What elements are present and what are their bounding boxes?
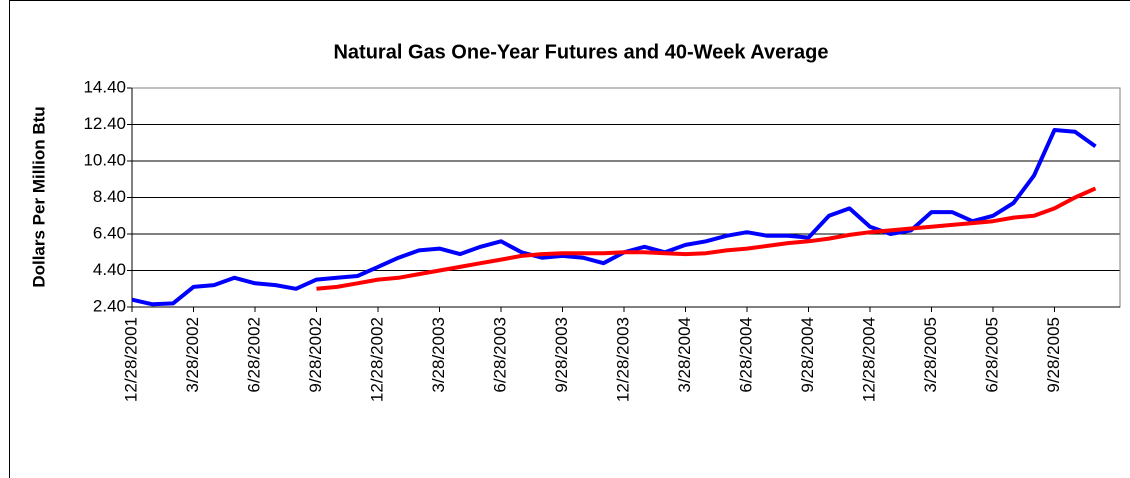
x-tick-label: 12/28/2003 (613, 317, 632, 402)
x-tick-label: 6/28/2004 (736, 317, 755, 393)
y-tick-label: 2.40 (93, 296, 126, 315)
x-tick-label: 12/28/2004 (859, 317, 878, 402)
y-tick-label: 12.40 (83, 114, 126, 133)
x-tick-label: 9/28/2003 (552, 317, 571, 393)
chart-frame (9, 0, 1130, 478)
x-tick-label: 6/28/2005 (982, 317, 1001, 393)
x-tick-label: 3/28/2002 (183, 317, 202, 393)
x-tick-label: 9/28/2002 (306, 317, 325, 393)
x-tick-label: 6/28/2002 (244, 317, 263, 393)
x-tick-label: 9/28/2005 (1044, 317, 1063, 393)
x-tick-label: 9/28/2004 (798, 317, 817, 393)
x-tick-label: 12/28/2001 (121, 317, 140, 402)
y-tick-label: 6.40 (93, 223, 126, 242)
y-tick-label: 8.40 (93, 187, 126, 206)
y-tick-label: 4.40 (93, 260, 126, 279)
y-tick-label: 14.40 (83, 77, 126, 96)
x-tick-label: 3/28/2004 (675, 317, 694, 393)
x-tick-label: 12/28/2002 (367, 317, 386, 402)
x-tick-label: 3/28/2005 (921, 317, 940, 393)
series-line (316, 186, 1097, 291)
chart-title: Natural Gas One-Year Futures and 40-Week… (333, 41, 828, 63)
x-tick-label: 6/28/2003 (490, 317, 509, 393)
y-tick-label: 10.40 (83, 150, 126, 169)
series-line (131, 128, 1097, 307)
y-axis-label: Dollars Per Million Btu (29, 106, 48, 287)
x-tick-label: 3/28/2003 (429, 317, 448, 393)
